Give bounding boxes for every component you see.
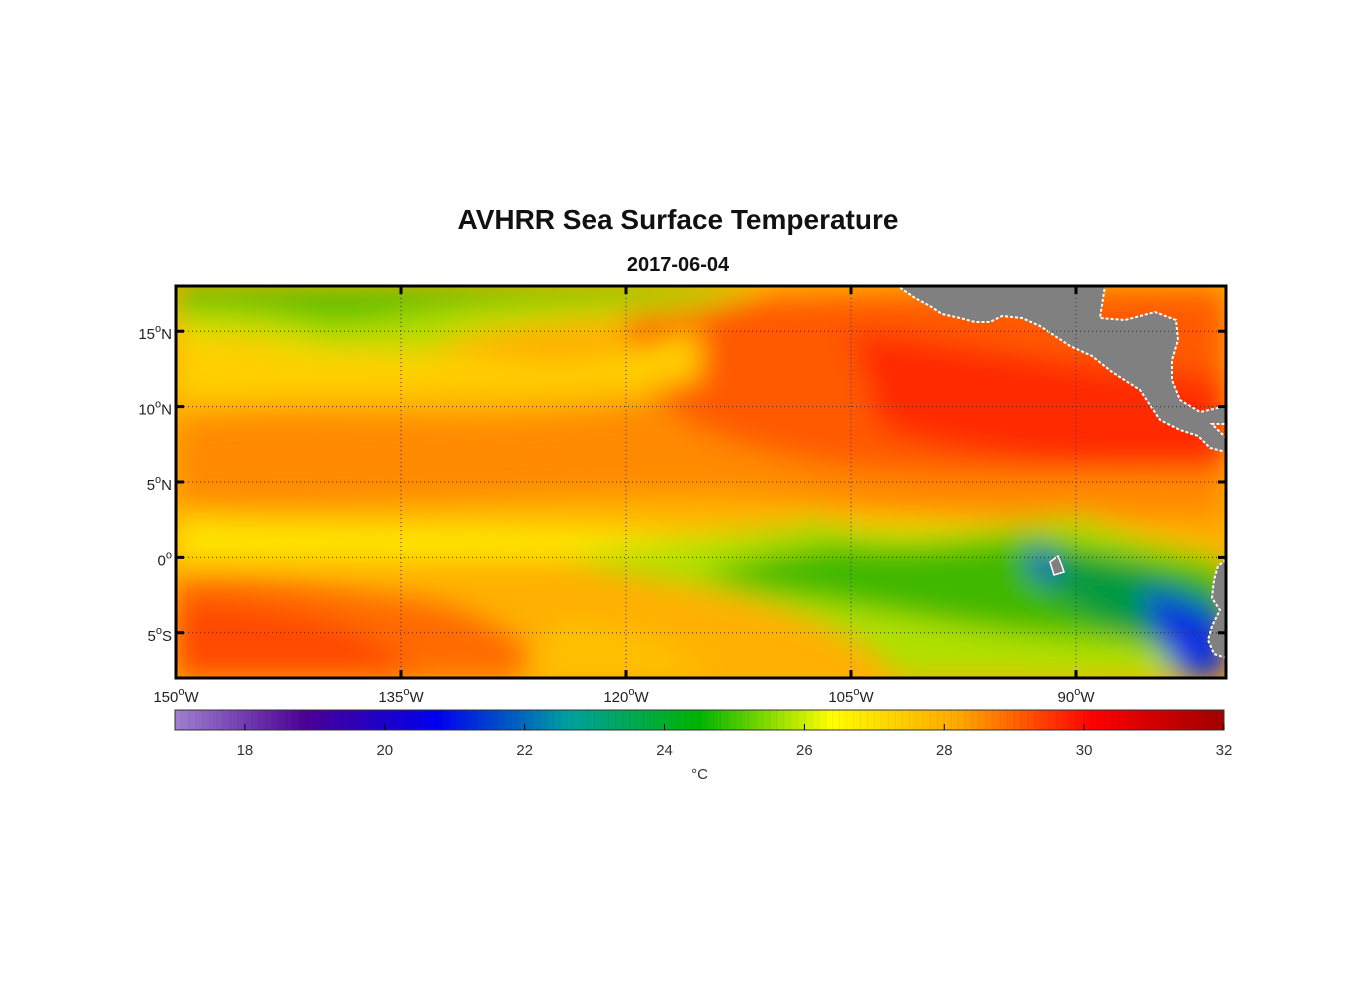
lon-tick-label: 90oW <box>1058 686 1096 706</box>
lon-tick-label: 120oW <box>603 686 649 706</box>
colorbar: 18 20 22 24 26 28 30 32 °C <box>174 709 1233 783</box>
colorbar-unit-label: °C <box>691 766 708 783</box>
lon-tick-label: 135oW <box>378 686 424 706</box>
colorbar-tick-label: 28 <box>936 742 953 759</box>
lat-tick-label: 15oN <box>138 323 172 343</box>
colorbar-tick-label: 26 <box>796 742 813 759</box>
lat-tick-label: 5oN <box>147 474 172 494</box>
lat-tick-label: 0o <box>158 549 172 569</box>
land-central-america <box>896 286 1226 454</box>
map-gridlines <box>176 286 1226 678</box>
colorbar-tick-label: 32 <box>1216 742 1233 759</box>
lat-tick-label: 5oS <box>148 625 172 645</box>
colorbar-tick-label: 24 <box>656 742 673 759</box>
map-date: 2017-06-04 <box>626 254 730 276</box>
colorbar-tick-label: 20 <box>376 742 393 759</box>
map-title: AVHRR Sea Surface Temperature <box>457 204 899 235</box>
map-ticks <box>174 286 1226 678</box>
lon-tick-label: 105oW <box>828 686 874 706</box>
colorbar-tick-label: 18 <box>237 742 254 759</box>
map-tick-labels: 150oW 135oW 120oW 105oW 90oW 15oN 10oN 5oN 0o 5oS <box>138 323 1095 706</box>
lat-tick-label: 10oN <box>138 399 172 419</box>
lon-tick-label: 150oW <box>153 686 199 706</box>
colorbar-tick-label: 22 <box>516 742 533 759</box>
colorbar-tick-label: 30 <box>1076 742 1093 759</box>
colorbar-gradient <box>174 709 1225 731</box>
